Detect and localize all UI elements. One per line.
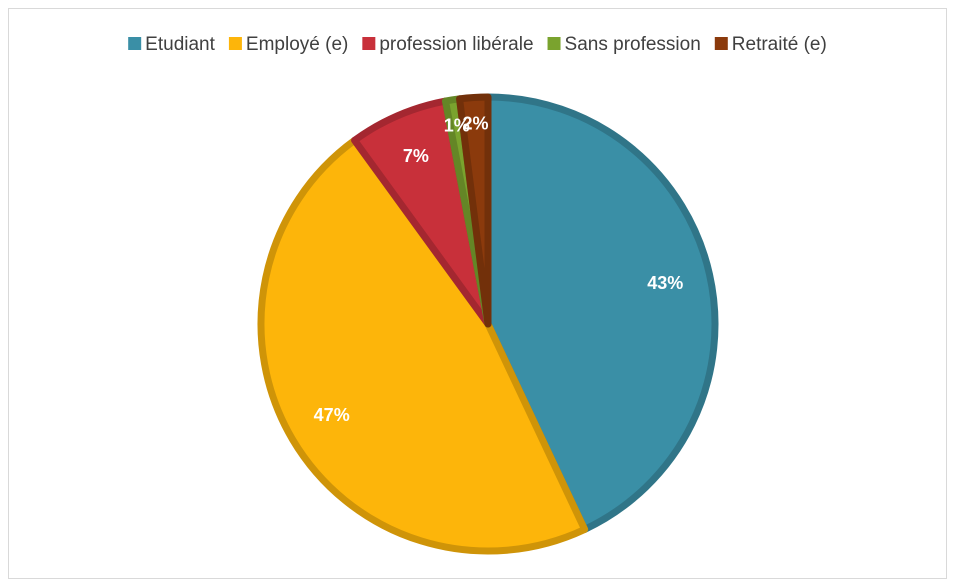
data-label: 2% xyxy=(462,113,488,133)
legend-swatch xyxy=(228,37,242,50)
legend-label: Sans profession xyxy=(565,34,701,55)
legend-swatch xyxy=(547,37,561,50)
data-label: 47% xyxy=(314,405,350,425)
legend-label: Employé (e) xyxy=(246,34,348,55)
data-label: 7% xyxy=(403,146,429,166)
legend-label: Etudiant xyxy=(145,34,215,55)
legend-swatch xyxy=(128,37,142,50)
legend-swatch xyxy=(362,37,376,50)
legend-label: profession libérale xyxy=(379,34,533,55)
legend: Etudiant Employé (e) profession libérale Sa… xyxy=(128,34,827,55)
pie-slice xyxy=(456,93,492,328)
pie-slice xyxy=(484,93,719,533)
legend-swatch xyxy=(714,37,728,50)
pie-slice xyxy=(257,136,589,555)
data-label: 1% xyxy=(444,115,470,135)
legend-label: Retraité (e) xyxy=(732,34,827,55)
data-label: 43% xyxy=(647,273,683,293)
